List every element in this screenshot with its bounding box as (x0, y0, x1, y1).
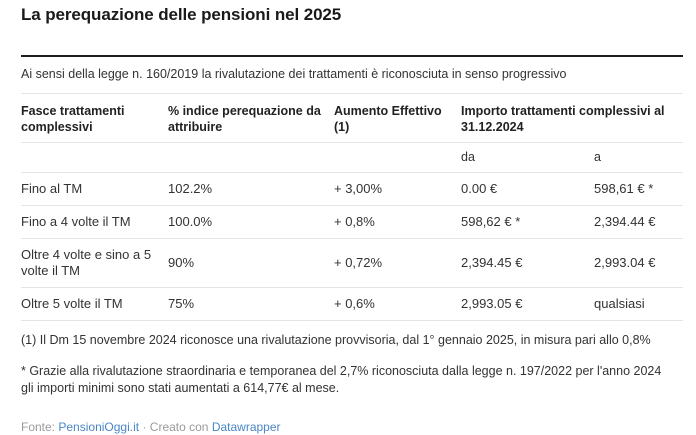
cell-da: 598,62 € * (461, 214, 521, 229)
cell-indice: 100.0% (168, 214, 213, 229)
cell-fascia: Oltre 5 volte il TM (21, 296, 123, 311)
chart-title: La perequazione delle pensioni nel 2025 (21, 5, 342, 24)
cell-fascia: Fino al TM (21, 181, 83, 196)
attribution-footer: Fonte: PensioniOggi.it · Creato con Data… (21, 420, 683, 435)
cell-a: 2,394.44 € (594, 214, 656, 229)
cell-da: 2,993.05 € (461, 296, 523, 311)
cell-indice: 75% (168, 296, 195, 311)
subheader-da: da (461, 150, 475, 164)
pension-table: Fasce trattamenti complessivi % indice p… (21, 93, 683, 321)
footnote-asterisk: * Grazie alla rivalutazione straordinari… (21, 364, 662, 395)
subheader-empty-1 (21, 151, 168, 164)
table-row: Fino al TM 102.2% + 3,00% 0.00 € 598,61 … (21, 173, 683, 206)
separator-dot: · (142, 420, 147, 434)
cell-a: 2,993.04 € (594, 255, 656, 270)
table-subheader-row: da a (21, 143, 683, 173)
cell-aumento: + 3,00% (334, 181, 383, 196)
table-row: Oltre 5 volte il TM 75% + 0,6% 2,993.05 … (21, 288, 683, 321)
cell-fascia: Fino a 4 volte il TM (21, 214, 131, 229)
table-row: Fino a 4 volte il TM 100.0% + 0,8% 598,6… (21, 206, 683, 239)
cell-aumento: + 0,6% (334, 296, 375, 311)
cell-da: 2,394.45 € (461, 255, 523, 270)
chart-subtitle: Ai sensi della legge n. 160/2019 la riva… (21, 67, 567, 81)
source-link[interactable]: PensioniOggi.it (58, 420, 140, 434)
subheader-empty-3 (334, 151, 461, 164)
cell-fascia: Oltre 4 volte e sino a 5 volte il TM (21, 247, 152, 278)
table-row: Oltre 4 volte e sino a 5 volte il TM 90%… (21, 239, 683, 288)
cell-indice: 90% (168, 255, 195, 270)
cell-aumento: + 0,72% (334, 255, 383, 270)
cell-indice: 102.2% (168, 181, 213, 196)
column-header-aumento: Aumento Effettivo (1) (334, 104, 442, 134)
created-with-label: Creato con (149, 420, 209, 434)
footnote-1: (1) Il Dm 15 novembre 2024 riconosce una… (21, 333, 651, 347)
column-header-fasce: Fasce trattamenti complessivi (21, 104, 125, 134)
subheader-empty-2 (168, 151, 334, 164)
source-label: Fonte: (21, 420, 56, 434)
cell-a: 598,61 € * (594, 181, 654, 196)
table-header-row: Fasce trattamenti complessivi % indice p… (21, 94, 683, 143)
datawrapper-link[interactable]: Datawrapper (211, 420, 281, 434)
title-divider (21, 55, 683, 57)
column-header-indice: % indice perequazione da attribuire (168, 104, 321, 134)
cell-aumento: + 0,8% (334, 214, 375, 229)
cell-da: 0.00 € (461, 181, 498, 196)
cell-a: qualsiasi (594, 296, 645, 311)
subheader-a: a (594, 150, 601, 164)
column-header-importo: Importo trattamenti complessivi al 31.12… (461, 104, 665, 134)
